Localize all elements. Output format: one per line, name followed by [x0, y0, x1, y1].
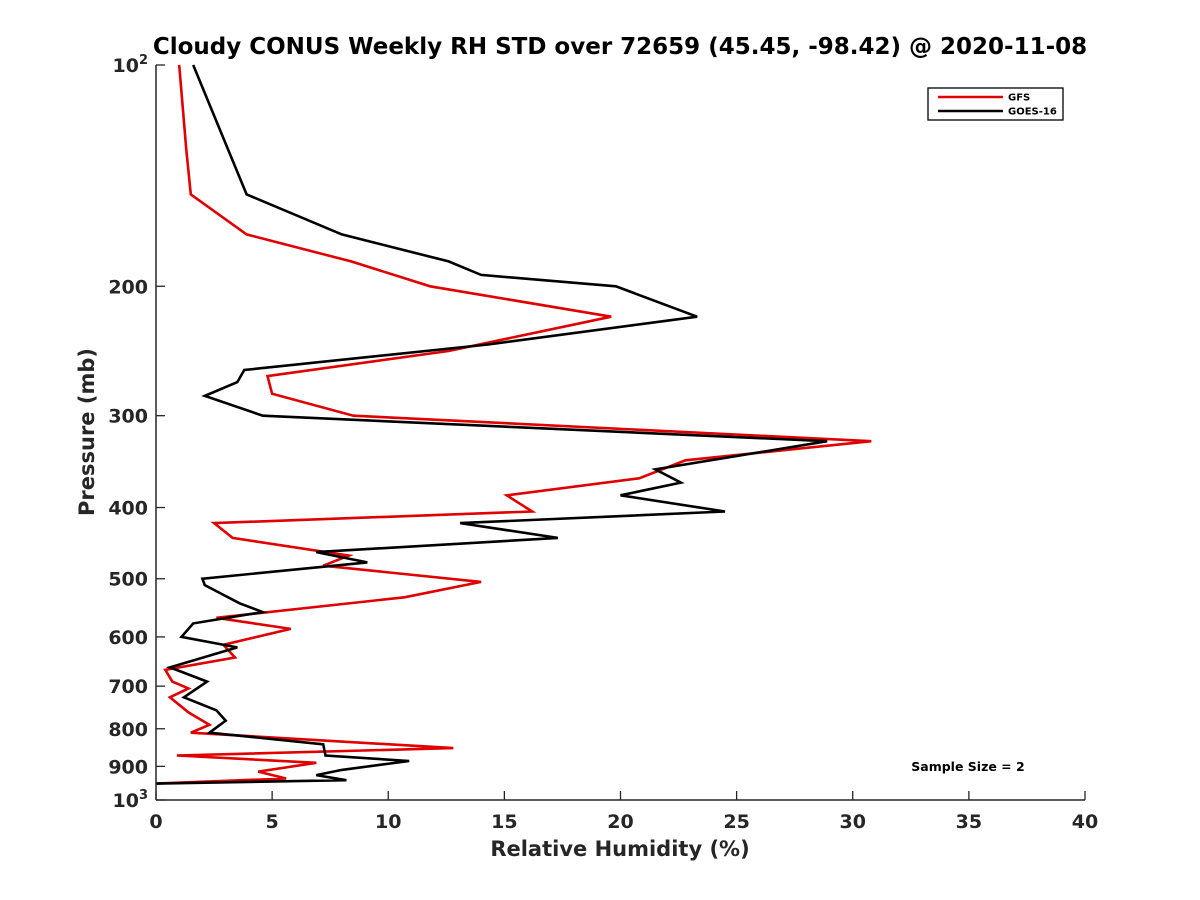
x-tick-label: 5 — [266, 811, 279, 833]
x-tick-label: 0 — [149, 811, 162, 833]
y-tick-label: 300 — [108, 406, 148, 428]
legend-label: GOES-16 — [1008, 107, 1057, 118]
x-ticks: 0 5 10 15 20 25 30 35 40 — [149, 791, 1098, 833]
x-tick-label: 10 — [375, 811, 401, 833]
y-tick-label: 102 — [113, 53, 149, 77]
y-tick-exponent: 3 — [139, 788, 148, 803]
x-axis-label: Relative Humidity (%) — [490, 837, 749, 861]
x-tick-label: 15 — [491, 811, 517, 833]
y-tick-label: 103 — [113, 788, 149, 812]
y-axis-label: Pressure (mb) — [75, 348, 99, 516]
y-tick-label: 800 — [108, 719, 148, 741]
y-tick-exponent: 2 — [139, 53, 148, 68]
y-tick-label: 900 — [108, 756, 148, 778]
x-tick-label: 20 — [607, 811, 633, 833]
legend: GFS GOES-16 — [927, 87, 1064, 121]
x-tick-label: 30 — [840, 811, 866, 833]
legend-label: GFS — [1008, 93, 1030, 104]
x-tick-label: 40 — [1072, 811, 1098, 833]
sample-size-annotation: Sample Size = 2 — [911, 759, 1024, 774]
y-tick-label: 500 — [108, 569, 148, 591]
series-layer — [155, 64, 872, 785]
y-tick-label: 700 — [108, 676, 148, 698]
x-tick-label: 35 — [956, 811, 982, 833]
y-tick-label: 600 — [108, 627, 148, 649]
x-tick-label: 25 — [723, 811, 749, 833]
legend-box — [927, 87, 1064, 121]
y-ticks: 102 200 300 400 500 600 700 800 900 103 — [108, 53, 165, 812]
chart-title: Cloudy CONUS Weekly RH STD over 72659 (4… — [153, 34, 1087, 60]
y-tick-label: 400 — [108, 498, 148, 520]
series-line-goes-16 — [155, 64, 828, 785]
y-tick-label: 200 — [108, 276, 148, 298]
